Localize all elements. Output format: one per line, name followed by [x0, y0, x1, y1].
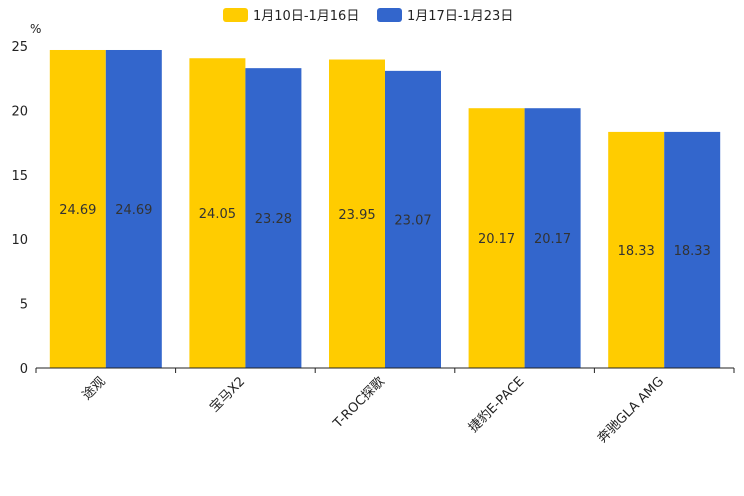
legend-label-series-1: 1月10日-1月16日: [253, 9, 359, 24]
bar-2-3[interactable]: [385, 70, 441, 368]
bar-value-label: 20.17: [478, 232, 515, 247]
y-tick-label: 5: [20, 298, 28, 313]
bar-value-label: 23.95: [338, 208, 375, 223]
bar-1-2[interactable]: [189, 58, 246, 369]
bar-1-4[interactable]: [468, 108, 525, 369]
y-tick-label: 25: [11, 40, 28, 55]
legend-item-series-2[interactable]: 1月17日-1月23日: [377, 8, 513, 24]
y-tick-label: 10: [11, 233, 28, 248]
legend: 1月10日-1月16日 1月17日-1月23日: [223, 8, 513, 24]
x-tick-label: 途观: [79, 374, 109, 404]
legend-item-series-1[interactable]: 1月10日-1月16日: [223, 8, 359, 24]
y-tick-label: 15: [11, 169, 28, 184]
legend-label-series-2: 1月17日-1月23日: [407, 9, 513, 24]
bar-1-5[interactable]: [608, 131, 665, 368]
bar-value-label: 24.69: [115, 203, 152, 218]
bar-value-label: 20.17: [534, 232, 571, 247]
bar-value-label: 23.07: [394, 213, 431, 228]
bar-2-4[interactable]: [524, 108, 581, 369]
x-tick-label: 捷豹E-PACE: [466, 374, 527, 435]
x-axis: 途观 宝马X2 T-ROC探歌 捷豹E-PACE 奔驰GLA AMG: [35, 367, 735, 446]
x-tick-label: T-ROC探歌: [330, 374, 388, 432]
bars: [49, 49, 721, 369]
bar-2-1[interactable]: [105, 49, 162, 369]
y-axis-ticks: 0 5 10 15 20 25: [11, 40, 28, 377]
bar-labels: 24.69 24.69 24.05 23.28 23.95 23.07 20.17 20.17…: [59, 203, 711, 259]
bar-value-label: 18.33: [618, 244, 655, 259]
x-tick-label: 奔驰GLA AMG: [595, 374, 667, 446]
legend-swatch-series-2: [377, 8, 402, 22]
legend-swatch-series-1: [223, 8, 248, 22]
bar-2-5[interactable]: [664, 131, 721, 368]
bar-value-label: 18.33: [674, 244, 711, 259]
bar-value-label: 23.28: [255, 212, 292, 227]
x-tick-label: 宝马X2: [207, 374, 248, 415]
bar-1-1[interactable]: [49, 49, 106, 369]
bar-value-label: 24.69: [59, 203, 96, 218]
bar-value-label: 24.05: [199, 207, 236, 222]
y-tick-label: 0: [20, 362, 28, 377]
y-axis-unit-label: %: [30, 22, 41, 36]
bar-2-2[interactable]: [245, 68, 302, 369]
bar-1-3[interactable]: [329, 59, 385, 369]
y-tick-label: 20: [11, 104, 28, 119]
